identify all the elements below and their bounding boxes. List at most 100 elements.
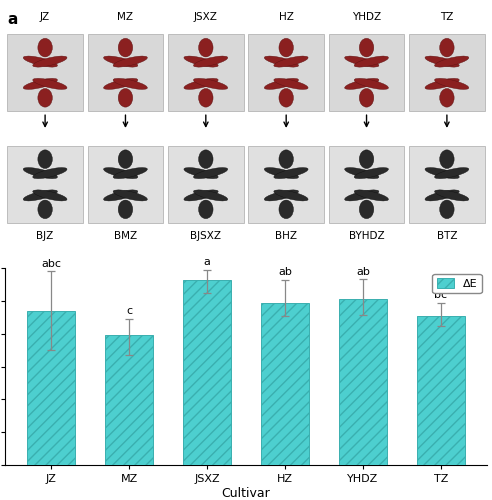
Ellipse shape (440, 38, 454, 57)
Bar (339, 299, 387, 465)
Ellipse shape (38, 38, 52, 57)
Ellipse shape (23, 168, 58, 178)
Ellipse shape (33, 56, 67, 67)
Ellipse shape (193, 190, 228, 201)
Ellipse shape (33, 78, 67, 90)
Ellipse shape (118, 200, 133, 218)
Legend: ΔE: ΔE (432, 274, 482, 293)
Text: ab: ab (356, 266, 370, 276)
Text: HZ: HZ (279, 12, 294, 22)
Ellipse shape (434, 56, 469, 67)
Ellipse shape (359, 200, 374, 218)
FancyBboxPatch shape (329, 34, 404, 111)
Text: BJZ: BJZ (36, 230, 54, 240)
FancyBboxPatch shape (88, 146, 163, 222)
Ellipse shape (274, 78, 308, 90)
Bar (105, 335, 153, 465)
Ellipse shape (344, 56, 379, 67)
Text: JSXZ: JSXZ (194, 12, 218, 22)
Text: ab: ab (278, 268, 292, 278)
Ellipse shape (274, 168, 308, 178)
Ellipse shape (344, 190, 379, 201)
Ellipse shape (193, 56, 228, 67)
Ellipse shape (354, 78, 389, 90)
Text: c: c (126, 306, 132, 316)
Ellipse shape (38, 200, 52, 218)
Ellipse shape (103, 56, 138, 67)
FancyBboxPatch shape (88, 34, 163, 111)
Text: BYHDZ: BYHDZ (349, 230, 384, 240)
Ellipse shape (279, 38, 293, 57)
Ellipse shape (103, 78, 138, 90)
Bar (183, 280, 231, 465)
Ellipse shape (279, 150, 293, 169)
X-axis label: Cultivar: Cultivar (221, 487, 271, 500)
Ellipse shape (344, 78, 379, 90)
Ellipse shape (359, 38, 374, 57)
FancyBboxPatch shape (329, 146, 404, 222)
Ellipse shape (344, 168, 379, 178)
Ellipse shape (264, 190, 299, 201)
FancyBboxPatch shape (168, 34, 244, 111)
Text: BHZ: BHZ (275, 230, 297, 240)
Text: abc: abc (41, 259, 61, 269)
Ellipse shape (118, 38, 133, 57)
Ellipse shape (274, 56, 308, 67)
Ellipse shape (434, 168, 469, 178)
Text: bc: bc (434, 290, 448, 300)
Ellipse shape (38, 88, 52, 107)
Ellipse shape (23, 78, 58, 90)
Ellipse shape (23, 56, 58, 67)
Text: BJSXZ: BJSXZ (190, 230, 221, 240)
Ellipse shape (33, 190, 67, 201)
Bar (417, 316, 465, 465)
Ellipse shape (184, 56, 218, 67)
FancyBboxPatch shape (7, 34, 83, 111)
Text: BTZ: BTZ (437, 230, 457, 240)
FancyBboxPatch shape (248, 146, 324, 222)
Ellipse shape (354, 56, 389, 67)
Ellipse shape (113, 78, 148, 90)
Ellipse shape (199, 88, 213, 107)
Text: MZ: MZ (118, 12, 133, 22)
Text: JZ: JZ (40, 12, 50, 22)
Ellipse shape (184, 168, 218, 178)
Ellipse shape (118, 150, 133, 169)
FancyBboxPatch shape (409, 34, 485, 111)
Ellipse shape (354, 168, 389, 178)
FancyBboxPatch shape (409, 146, 485, 222)
Ellipse shape (38, 150, 52, 169)
Bar (261, 303, 309, 465)
Bar (27, 311, 75, 465)
Ellipse shape (103, 190, 138, 201)
Ellipse shape (440, 200, 454, 218)
Ellipse shape (274, 190, 308, 201)
Ellipse shape (184, 78, 218, 90)
Ellipse shape (264, 78, 299, 90)
Ellipse shape (434, 78, 469, 90)
Text: BMZ: BMZ (114, 230, 137, 240)
Ellipse shape (434, 190, 469, 201)
Ellipse shape (199, 38, 213, 57)
Ellipse shape (199, 150, 213, 169)
Text: YHDZ: YHDZ (352, 12, 381, 22)
Ellipse shape (425, 78, 459, 90)
Ellipse shape (440, 150, 454, 169)
Ellipse shape (440, 88, 454, 107)
Ellipse shape (359, 150, 374, 169)
Ellipse shape (193, 78, 228, 90)
Ellipse shape (354, 190, 389, 201)
Ellipse shape (23, 190, 58, 201)
Ellipse shape (113, 56, 148, 67)
Ellipse shape (425, 168, 459, 178)
Text: a: a (204, 258, 211, 268)
Ellipse shape (425, 190, 459, 201)
FancyBboxPatch shape (168, 146, 244, 222)
Ellipse shape (103, 168, 138, 178)
FancyBboxPatch shape (7, 146, 83, 222)
Ellipse shape (279, 88, 293, 107)
Ellipse shape (264, 168, 299, 178)
Ellipse shape (359, 88, 374, 107)
Ellipse shape (113, 190, 148, 201)
Ellipse shape (118, 88, 133, 107)
